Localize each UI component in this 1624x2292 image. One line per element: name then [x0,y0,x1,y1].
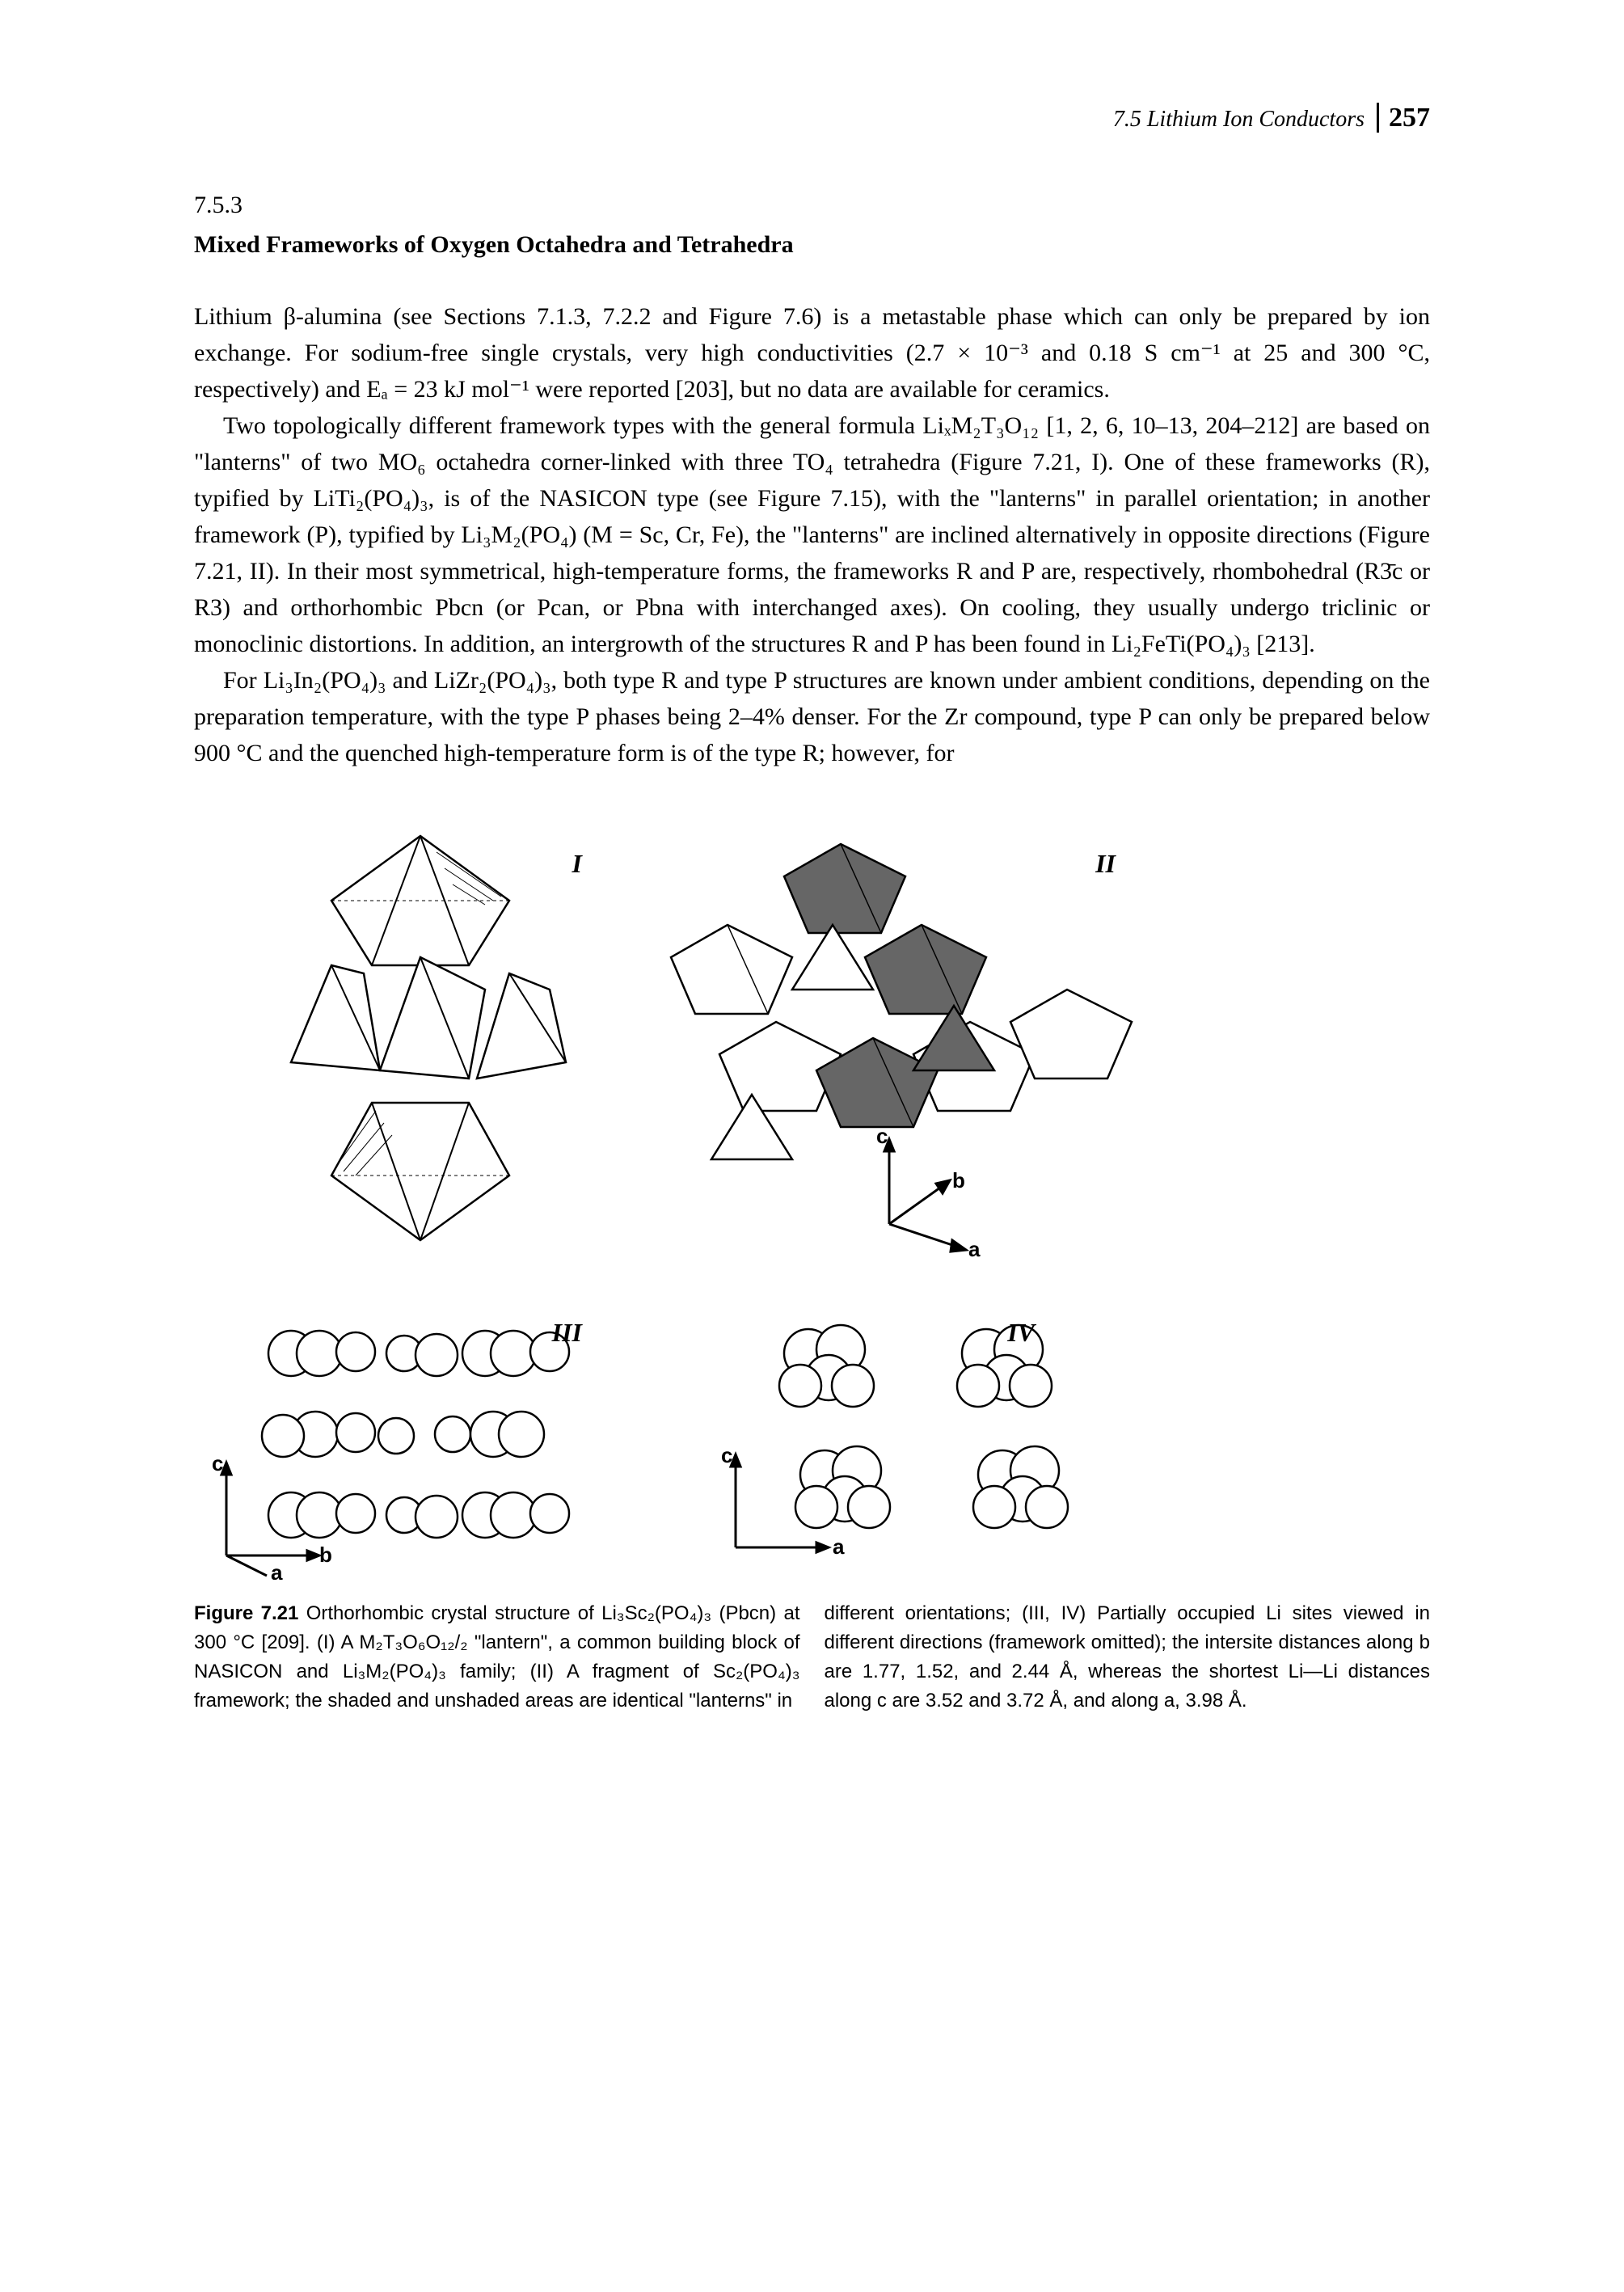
panel-label: IV [1007,1313,1035,1352]
figure-panel-iv: IV [679,1305,1132,1580]
lantern-diagram [243,828,598,1248]
figure-panel-ii: II [631,828,1180,1281]
paragraph: For Li₃In₂(PO₄)₃ and LiZr₂(PO₄)₃, both t… [194,662,1430,771]
figure-caption: Figure 7.21 Orthorhombic crystal structu… [194,1599,1430,1716]
axis-c-label: c [721,1443,732,1467]
section-title: Mixed Frameworks of Oxygen Octahedra and… [194,226,1430,263]
axis-a-label: a [968,1237,981,1261]
panel-label: I [572,844,582,883]
axis-b-label: b [952,1168,965,1192]
axis-a-label: a [833,1534,845,1559]
section-number: 7.5.3 [194,187,1430,223]
figure-panel-iii: III [194,1305,647,1580]
figure: I [194,828,1430,1716]
page-number: 257 [1377,103,1430,133]
li-sites-iv: c a [679,1305,1132,1580]
caption-left: Figure 7.21 Orthorhombic crystal structu… [194,1599,800,1716]
panel-label: III [552,1313,582,1352]
running-head-section: 7.5 Lithium Ion Conductors [1113,107,1365,132]
running-head: 7.5 Lithium Ion Conductors 257 [194,97,1430,138]
paragraph: Lithium β-alumina (see Sections 7.1.3, 7… [194,298,1430,407]
paragraph: Two topologically different framework ty… [194,407,1430,662]
axis-b-label: b [319,1543,332,1567]
panel-label: II [1095,844,1116,883]
figure-panel-i: I [243,828,598,1248]
axis-c-label: c [876,1124,888,1148]
axis-a-label: a [271,1560,283,1580]
body-text: Lithium β-alumina (see Sections 7.1.3, 7… [194,298,1430,771]
caption-figure-label: Figure 7.21 [194,1602,298,1624]
framework-diagram: c b a [631,828,1180,1281]
axis-c-label: c [212,1451,223,1475]
caption-right: different orientations; (III, IV) Partia… [825,1599,1431,1716]
